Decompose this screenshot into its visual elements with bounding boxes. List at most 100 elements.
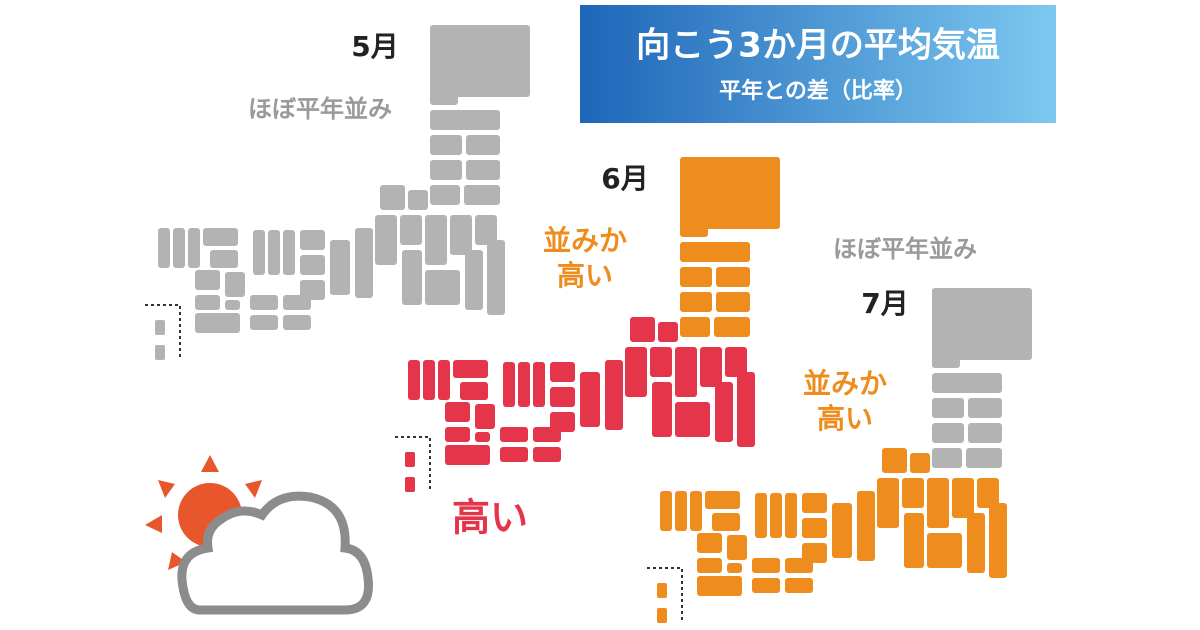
title-box [580, 5, 1056, 123]
prefecture-block [967, 513, 985, 573]
prefecture-block [727, 535, 747, 560]
prefecture-block [355, 228, 373, 298]
prefecture-block [430, 110, 500, 130]
prefecture-block [195, 295, 220, 310]
prefecture-block [466, 135, 500, 155]
prefecture-block [785, 493, 797, 538]
prefecture-block [989, 503, 1007, 578]
prefecture-block [253, 230, 265, 275]
okinawa-block [657, 608, 667, 623]
prefecture-block [475, 432, 490, 442]
forecast-label: ほぼ平年並み [248, 95, 392, 123]
prefecture-block [300, 255, 325, 275]
prefecture-block [475, 404, 495, 429]
okinawa-block [155, 345, 165, 360]
prefecture-block [625, 347, 647, 397]
forecast-label: 並みか [803, 367, 887, 400]
prefecture-block [882, 448, 907, 473]
prefecture-block [927, 478, 949, 528]
prefecture-block [712, 513, 740, 531]
prefecture-block [438, 360, 450, 400]
prefecture-block [802, 518, 827, 538]
prefecture-block [932, 448, 962, 468]
prefecture-block [802, 493, 827, 513]
prefecture-block [680, 292, 712, 312]
prefecture-block [425, 270, 460, 305]
prefecture-block [932, 423, 964, 443]
prefecture-block [697, 558, 722, 573]
prefecture-block [453, 360, 488, 378]
prefecture-block [700, 347, 722, 387]
prefecture-block [580, 372, 600, 427]
prefecture-block [210, 250, 238, 268]
prefecture-block [877, 478, 899, 528]
prefecture-block [500, 427, 528, 442]
prefecture-block [283, 230, 295, 275]
prefecture-block [716, 292, 750, 312]
prefecture-block [268, 230, 280, 275]
prefecture-block [932, 288, 1032, 360]
prefecture-block [250, 315, 278, 330]
prefecture-block [487, 240, 505, 315]
prefecture-block [904, 513, 924, 568]
prefecture-block [283, 295, 311, 310]
prefecture-block [752, 578, 780, 593]
prefecture-block [423, 360, 435, 400]
prefecture-block [533, 362, 545, 407]
prefecture-block [300, 230, 325, 250]
prefecture-block [932, 353, 960, 368]
prefecture-block [857, 491, 875, 561]
prefecture-block [652, 382, 672, 437]
month-label: 7月 [861, 287, 908, 320]
okinawa-block [657, 583, 667, 598]
month-label: 6月 [601, 162, 648, 195]
prefecture-block [737, 372, 755, 447]
prefecture-block [690, 491, 702, 531]
prefecture-block [464, 185, 500, 205]
prefecture-block [425, 215, 447, 265]
prefecture-block [752, 558, 780, 573]
prefecture-block [697, 576, 742, 596]
prefecture-block [158, 228, 170, 268]
prefecture-block [330, 240, 350, 295]
prefecture-block [755, 493, 767, 538]
prefecture-block [533, 447, 561, 462]
prefecture-block [380, 185, 405, 210]
prefecture-block [445, 445, 490, 465]
prefecture-block [680, 157, 780, 229]
prefecture-block [408, 360, 420, 400]
prefecture-block [727, 563, 742, 573]
prefecture-block [605, 360, 623, 430]
prefecture-block [770, 493, 782, 538]
prefecture-block [725, 347, 747, 377]
prefecture-block [968, 423, 1002, 443]
prefecture-block [466, 160, 500, 180]
prefecture-block [927, 533, 962, 568]
forecast-label: ほぼ平年並み [833, 235, 977, 263]
prefecture-block [375, 215, 397, 265]
prefecture-block [715, 382, 733, 442]
prefecture-block [188, 228, 200, 268]
prefecture-block [450, 215, 472, 255]
prefecture-block [932, 373, 1002, 393]
prefecture-block [658, 322, 678, 342]
prefecture-block [952, 478, 974, 518]
prefecture-block [430, 160, 462, 180]
month-label: 5月 [351, 30, 398, 63]
prefecture-block [675, 491, 687, 531]
forecast-label: 並みか [543, 224, 627, 257]
prefecture-block [195, 270, 220, 290]
prefecture-block [460, 382, 488, 400]
prefecture-block [550, 387, 575, 407]
prefecture-block [195, 313, 240, 333]
prefecture-block [785, 578, 813, 593]
prefecture-block [203, 228, 238, 246]
prefecture-block [402, 250, 422, 305]
prefecture-block [680, 317, 710, 337]
prefecture-block [910, 453, 930, 473]
prefecture-block [533, 427, 561, 442]
forecast-label: 高い [817, 402, 873, 435]
prefecture-block [966, 448, 1002, 468]
prefecture-block [408, 190, 428, 210]
